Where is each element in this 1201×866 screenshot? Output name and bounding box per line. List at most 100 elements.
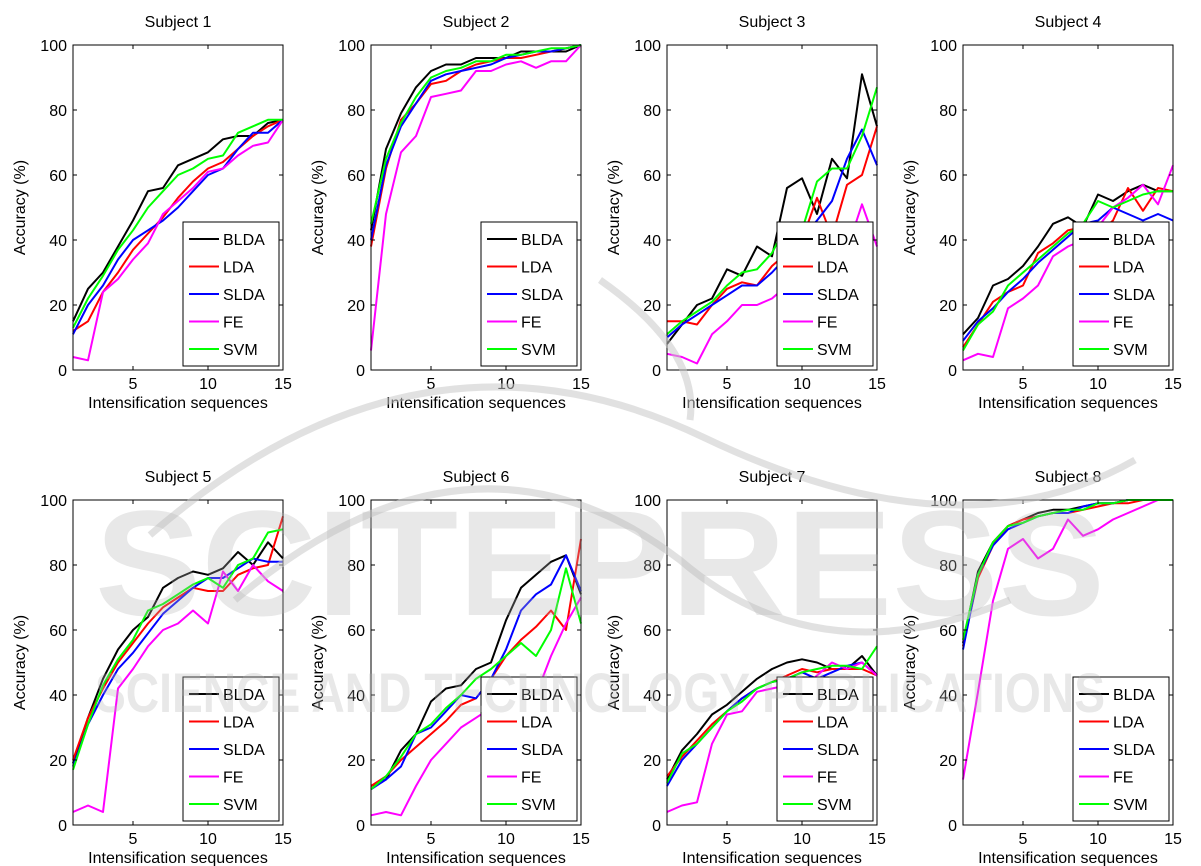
legend-label-svm: SVM: [817, 797, 852, 814]
series-line-fe: [666, 661, 878, 813]
legend-label-blda: BLDA: [1113, 687, 1155, 704]
legend-label-blda: BLDA: [223, 232, 265, 249]
plot-frame: [370, 44, 582, 371]
legend-label-slda: SLDA: [223, 287, 265, 304]
y-axis-label: Accuracy (%): [606, 160, 623, 255]
y-tick-label: 60: [643, 623, 661, 640]
y-tick-label: 0: [948, 363, 957, 380]
subplot-7: Subject 7 Intensification sequences Accura…: [606, 469, 886, 866]
x-axis-label: Intensification sequences: [682, 850, 862, 866]
y-tick-label: 60: [49, 623, 67, 640]
legend-label-lda: LDA: [223, 715, 254, 732]
plot-frame: [72, 44, 284, 371]
y-tick-label: 100: [634, 38, 661, 55]
y-tick-label: 0: [356, 818, 365, 835]
y-tick-label: 80: [643, 558, 661, 575]
y-tick-label: 80: [939, 103, 957, 120]
legend-label-lda: LDA: [1113, 715, 1144, 732]
legend: BLDA LDA SLDA FE SVM: [182, 221, 280, 367]
legend-label-lda: LDA: [1113, 260, 1144, 277]
y-tick-label: 60: [939, 623, 957, 640]
series-line-lda: [72, 118, 284, 332]
y-tick-label: 60: [939, 168, 957, 185]
x-tick-label: 10: [497, 376, 515, 393]
y-tick-label: 20: [643, 753, 661, 770]
y-tick-label: 0: [652, 363, 661, 380]
y-tick-label: 40: [347, 233, 365, 250]
legend-label-fe: FE: [223, 315, 243, 332]
y-tick-label: 80: [347, 103, 365, 120]
x-tick-label: 10: [1089, 831, 1107, 848]
x-axis-label: Intensification sequences: [682, 395, 862, 412]
legend: BLDA LDA SLDA FE SVM: [480, 676, 578, 822]
x-tick-label: 5: [427, 831, 436, 848]
legend-label-slda: SLDA: [1113, 742, 1155, 759]
x-tick-label: 5: [1019, 831, 1028, 848]
subplot-5: Subject 5 Intensification sequences Accura…: [12, 469, 292, 866]
x-tick-label: 15: [868, 831, 886, 848]
series-line-fe: [370, 44, 582, 351]
y-tick-label: 20: [939, 753, 957, 770]
legend: BLDA LDA SLDA FE SVM: [776, 676, 874, 822]
series-line-blda: [962, 183, 1173, 335]
y-tick-label: 100: [930, 493, 957, 510]
series-line-svm: [72, 118, 283, 329]
series-line-blda: [72, 118, 284, 322]
x-tick-label: 10: [199, 831, 217, 848]
legend-label-slda: SLDA: [817, 742, 859, 759]
y-tick-label: 40: [939, 233, 957, 250]
x-axis-label: Intensification sequences: [978, 395, 1158, 412]
x-tick-label: 10: [793, 376, 811, 393]
y-tick-label: 40: [49, 688, 67, 705]
y-tick-label: 0: [356, 363, 365, 380]
series-line-lda: [370, 44, 582, 247]
legend-label-slda: SLDA: [1113, 287, 1155, 304]
legend-label-svm: SVM: [223, 342, 258, 359]
y-tick-label: 80: [347, 558, 365, 575]
x-tick-label: 10: [199, 376, 217, 393]
x-axis-label: Intensification sequences: [386, 850, 566, 866]
y-tick-label: 40: [939, 688, 957, 705]
series-line-lda: [962, 187, 1174, 348]
legend-label-svm: SVM: [1113, 342, 1148, 359]
legend-label-lda: LDA: [521, 260, 552, 277]
x-axis-label: Intensification sequences: [88, 395, 268, 412]
subplot-8: Subject 8 Intensification sequences Accura…: [902, 469, 1182, 866]
x-tick-label: 15: [1164, 376, 1182, 393]
legend-label-lda: LDA: [817, 260, 848, 277]
x-tick-label: 5: [427, 376, 436, 393]
legend-label-blda: BLDA: [521, 687, 563, 704]
y-tick-label: 20: [347, 298, 365, 315]
y-tick-label: 100: [338, 38, 365, 55]
y-axis-label: Accuracy (%): [902, 160, 919, 255]
x-tick-label: 15: [1164, 831, 1182, 848]
y-tick-label: 40: [347, 688, 365, 705]
x-tick-label: 15: [274, 831, 292, 848]
y-tick-label: 20: [939, 298, 957, 315]
legend: BLDA LDA SLDA FE SVM: [1072, 676, 1170, 822]
legend-label-blda: BLDA: [223, 687, 265, 704]
x-tick-label: 10: [497, 831, 515, 848]
legend-label-svm: SVM: [223, 797, 258, 814]
y-tick-label: 20: [643, 298, 661, 315]
legend-label-svm: SVM: [1113, 797, 1148, 814]
series-line-lda: [667, 126, 878, 326]
x-tick-label: 5: [129, 376, 138, 393]
series-line-blda: [370, 44, 582, 231]
y-tick-label: 60: [347, 168, 365, 185]
y-tick-label: 100: [338, 493, 365, 510]
legend-label-slda: SLDA: [223, 742, 265, 759]
legend: BLDA LDA SLDA FE SVM: [776, 221, 874, 367]
legend-label-svm: SVM: [817, 342, 852, 359]
series-line-slda: [370, 44, 582, 241]
x-tick-label: 15: [868, 376, 886, 393]
x-tick-label: 15: [274, 376, 292, 393]
subplot-1: Subject 1 Intensification sequences Accura…: [12, 14, 292, 412]
x-tick-label: 5: [723, 831, 732, 848]
x-tick-label: 5: [129, 831, 138, 848]
subplot-3: Subject 3 Intensification sequences Accura…: [606, 14, 886, 412]
y-tick-label: 80: [643, 103, 661, 120]
y-tick-label: 60: [49, 168, 67, 185]
y-tick-label: 60: [347, 623, 365, 640]
legend-label-fe: FE: [817, 770, 837, 787]
